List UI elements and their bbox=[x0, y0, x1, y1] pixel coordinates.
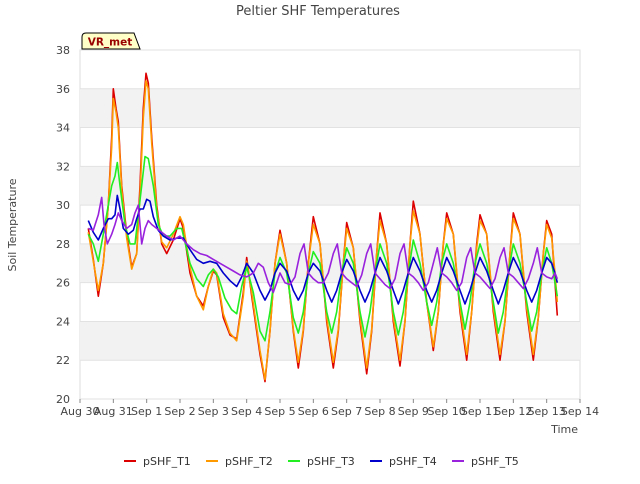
background-band bbox=[80, 166, 580, 206]
y-tick-label: 38 bbox=[56, 44, 70, 57]
x-tick-label: Sep 11 bbox=[461, 405, 499, 418]
y-tick-label: 26 bbox=[56, 277, 70, 290]
x-tick-label: Sep 7 bbox=[331, 405, 362, 418]
badge-label: VR_met bbox=[88, 37, 133, 49]
x-tick-label: Sep 14 bbox=[561, 405, 599, 418]
series-line-pSHF_T3 bbox=[87, 155, 559, 342]
series-lines bbox=[87, 72, 559, 383]
x-tick-label: Sep 2 bbox=[164, 405, 195, 418]
legend-label: pSHF_T5 bbox=[471, 455, 519, 468]
x-tick-label: Sep 10 bbox=[428, 405, 466, 418]
y-axis-label: Soil Temperature bbox=[6, 178, 19, 271]
y-tick-label: 28 bbox=[56, 238, 70, 251]
x-tick-label: Sep 9 bbox=[398, 405, 429, 418]
y-tick-label: 20 bbox=[56, 393, 70, 406]
y-tick-label: 22 bbox=[56, 354, 70, 367]
series-line-pSHF_T4 bbox=[87, 194, 559, 305]
chart-title: Peltier SHF Temperatures bbox=[236, 4, 400, 19]
site-badge: VR_met bbox=[81, 32, 141, 50]
x-tick-label: Sep 5 bbox=[264, 405, 295, 418]
legend-label: pSHF_T3 bbox=[307, 455, 355, 468]
x-tick-label: Aug 30 bbox=[61, 405, 100, 418]
background-band bbox=[80, 88, 580, 128]
y-tick-label: 32 bbox=[56, 160, 70, 173]
x-tick-label: Sep 3 bbox=[198, 405, 229, 418]
x-tick-label: Aug 31 bbox=[94, 405, 133, 418]
x-tick-label: Sep 13 bbox=[528, 405, 566, 418]
x-tick-label: Sep 4 bbox=[231, 405, 262, 418]
legend: pSHF_T1 pSHF_T2 pSHF_T3 pSHF_T4 pSHF_T5 bbox=[124, 455, 519, 468]
x-axis-label: Time bbox=[550, 423, 578, 436]
y-tick-label: 36 bbox=[56, 83, 70, 96]
series-line-pSHF_T2 bbox=[87, 80, 559, 381]
y-tick-label: 34 bbox=[56, 122, 70, 135]
y-tick-label: 30 bbox=[56, 199, 70, 212]
badge-shape bbox=[81, 32, 141, 50]
legend-label: pSHF_T2 bbox=[225, 455, 273, 468]
grid-lines bbox=[80, 49, 580, 400]
x-tick-label: Sep 8 bbox=[364, 405, 395, 418]
series-line-pSHF_T5 bbox=[88, 196, 559, 294]
x-tick-label: Sep 1 bbox=[131, 405, 162, 418]
x-tick-label: Sep 12 bbox=[494, 405, 532, 418]
legend-label: pSHF_T4 bbox=[389, 455, 437, 468]
legend-label: pSHF_T1 bbox=[143, 455, 191, 468]
x-tick-label: Sep 6 bbox=[298, 405, 329, 418]
y-tick-label: 24 bbox=[56, 315, 70, 328]
y-axis-ticks: 20 22 24 26 28 30 32 34 36 38 bbox=[56, 44, 70, 406]
